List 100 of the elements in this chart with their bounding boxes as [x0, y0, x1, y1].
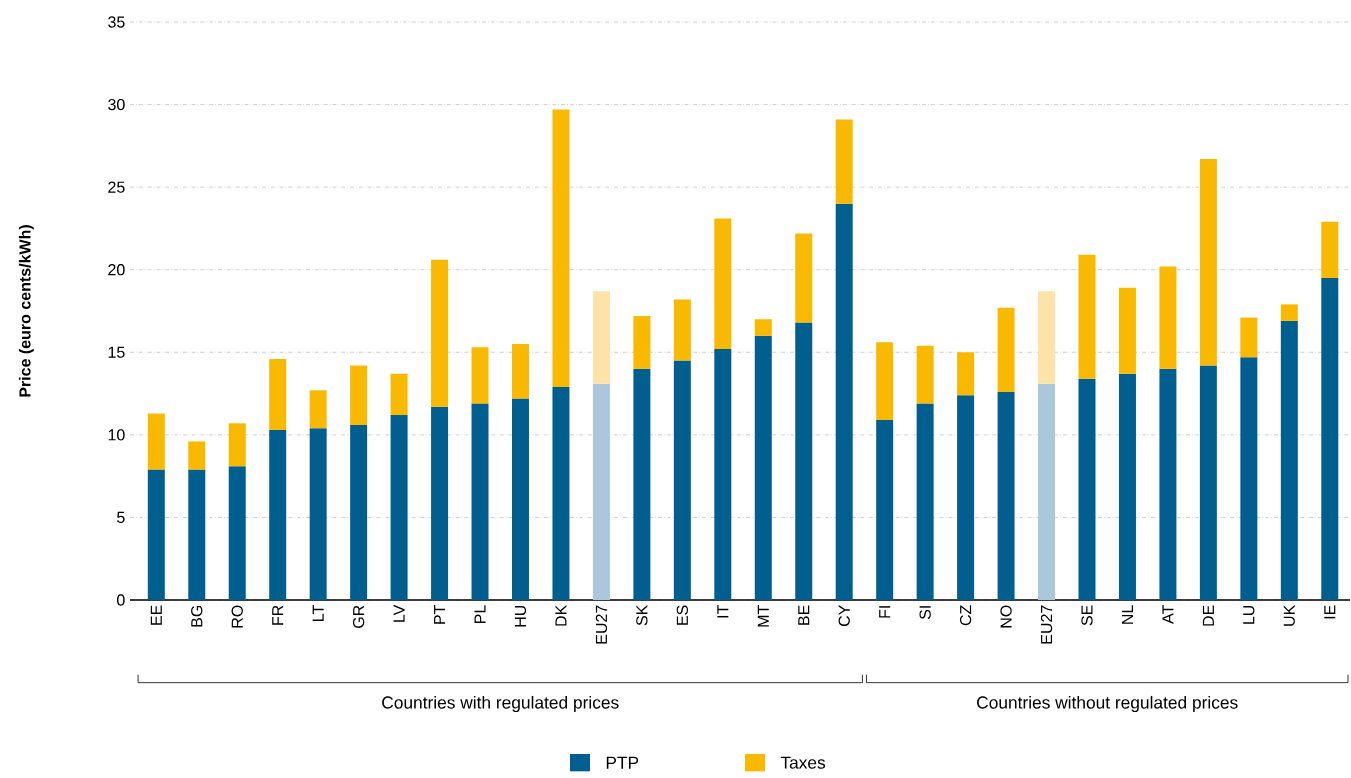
x-tick-label: LV	[393, 604, 405, 622]
bar	[916, 403, 934, 600]
x-tick-label: UK	[1283, 604, 1295, 626]
bar	[876, 419, 894, 600]
bar	[592, 383, 610, 600]
bar	[511, 344, 529, 399]
x-tick-label: GR	[352, 605, 365, 628]
bar	[431, 259, 449, 407]
bar	[1038, 383, 1056, 600]
bar	[754, 319, 772, 336]
bar	[188, 469, 206, 600]
bar	[1159, 368, 1177, 600]
bar	[795, 322, 813, 600]
bar	[835, 203, 853, 600]
bar	[592, 291, 610, 384]
text: Countries with regulated prices	[382, 695, 619, 713]
bar	[876, 342, 894, 420]
x-tick-label: EU27	[595, 605, 608, 644]
x-tick-label: AT	[1162, 605, 1174, 624]
x-tick-label: IE	[1324, 605, 1336, 619]
x-tick-label: SK	[636, 604, 648, 626]
bar	[552, 386, 570, 600]
bar	[714, 348, 732, 600]
x-tick-label: IT	[717, 605, 729, 618]
bar	[228, 423, 246, 467]
y-axis-title: Price (euro cents/kWh)	[18, 225, 34, 397]
bar	[1199, 365, 1217, 600]
x-tick-label: HU	[514, 605, 527, 627]
bar	[714, 218, 732, 349]
bar	[350, 424, 368, 600]
x-tick-label: SE	[1081, 605, 1093, 626]
x-tick-label: RO	[231, 605, 243, 628]
y-tick-label: 10	[108, 429, 125, 441]
bar	[1118, 287, 1136, 374]
bar	[390, 373, 408, 416]
y-tick-label: 0	[117, 594, 125, 606]
bar	[754, 335, 772, 600]
bar	[673, 360, 691, 600]
x-tick-label: FR	[272, 605, 284, 625]
y-tick-label: 30	[108, 98, 125, 111]
y-tick-label: 15	[108, 346, 125, 358]
bar	[997, 307, 1015, 392]
bar	[188, 441, 206, 470]
bar	[471, 347, 489, 404]
bar	[147, 469, 165, 600]
bar	[1078, 254, 1096, 379]
bar	[1159, 266, 1177, 369]
text: Countries without regulated prices	[977, 695, 1238, 713]
x-tick-label: SI	[919, 606, 931, 620]
bar	[1321, 277, 1339, 600]
x-tick-label: CZ	[959, 605, 972, 626]
bar	[511, 398, 529, 600]
x-tick-label: BE	[798, 605, 810, 625]
bar	[957, 395, 975, 600]
bar	[350, 365, 368, 425]
bar	[471, 403, 489, 600]
bar	[916, 345, 934, 404]
bar	[269, 429, 287, 600]
x-tick-label: BG	[191, 605, 203, 627]
x-tick-label: ES	[676, 605, 688, 625]
x-tick-label: DE	[1202, 605, 1214, 626]
x-tick-label: CY	[838, 605, 850, 627]
bar	[552, 109, 570, 387]
x-tick-label: PL	[474, 605, 486, 623]
bar	[835, 119, 853, 204]
bar	[997, 391, 1015, 600]
bar	[957, 352, 975, 396]
x-tick-label: MT	[757, 605, 769, 627]
y-tick-label: 35	[108, 16, 125, 28]
y-tick-label: 5	[117, 511, 125, 523]
x-tick-label: EE	[150, 605, 162, 625]
bar	[309, 428, 327, 600]
y-tick-label: 20	[108, 264, 125, 276]
x-tick-label: LT	[312, 605, 324, 621]
bar	[1280, 304, 1298, 321]
bar	[228, 466, 246, 600]
bar	[795, 233, 813, 323]
bar	[1118, 373, 1136, 600]
bar	[1199, 159, 1217, 366]
x-tick-label: PT	[434, 605, 446, 624]
bar	[633, 368, 651, 600]
bar	[1321, 221, 1339, 278]
bar	[269, 358, 287, 430]
bar	[431, 406, 449, 600]
x-tick-label: DK	[555, 604, 567, 626]
bar	[1078, 378, 1096, 600]
x-tick-label: NO	[1000, 605, 1012, 628]
bar	[1240, 317, 1258, 358]
bar	[1280, 320, 1298, 600]
x-tick-label: EU27	[1040, 605, 1053, 644]
legend-label: PTP	[606, 756, 639, 769]
bar	[390, 415, 408, 600]
bar	[673, 299, 691, 361]
x-tick-label: FI	[879, 606, 891, 618]
bar	[309, 390, 327, 429]
x-tick-label: NL	[1121, 605, 1133, 624]
legend-label: Taxes	[780, 756, 826, 769]
bar	[633, 315, 651, 369]
y-tick-label: 25	[108, 181, 125, 193]
bar	[147, 413, 165, 470]
